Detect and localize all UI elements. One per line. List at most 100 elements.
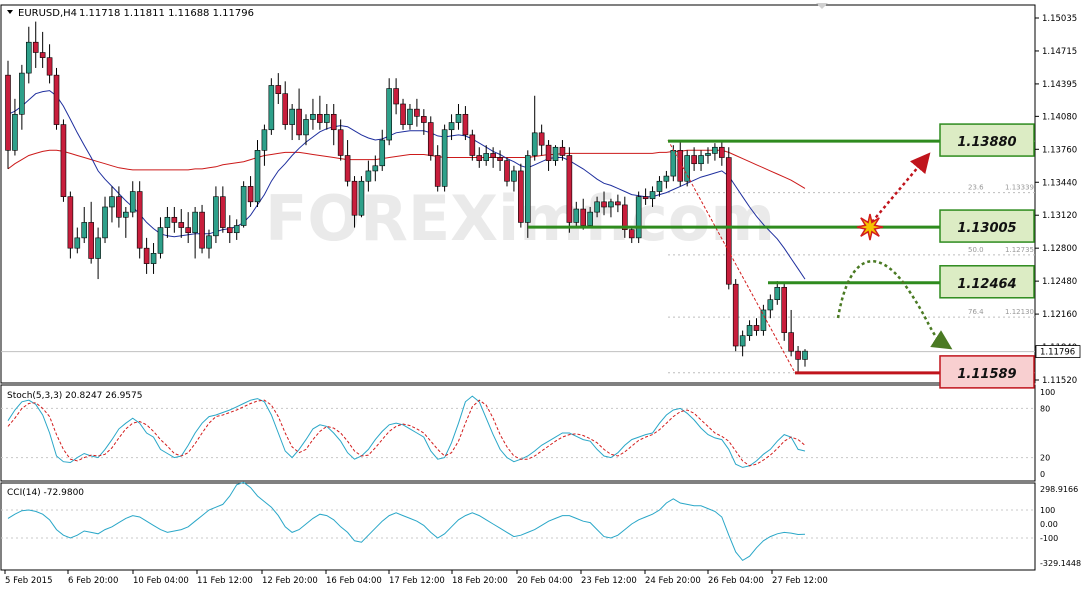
cci-line	[1, 481, 1035, 562]
candle-body	[303, 119, 309, 136]
time-axis-label: 12 Feb 20:00	[262, 576, 318, 586]
level-box	[939, 123, 1035, 157]
candle-body	[414, 108, 420, 117]
price-axis-label: 1.13440	[1042, 178, 1077, 188]
one-click-trading-triangle-icon[interactable]	[816, 3, 828, 9]
candle-body	[434, 155, 441, 187]
cci-line	[7, 481, 806, 562]
candle-body	[421, 116, 427, 123]
bullish-breakout-arrow	[871, 152, 931, 223]
candle-body	[192, 211, 198, 234]
candle-body	[67, 196, 74, 249]
stoch-axis-label: 0	[1040, 470, 1045, 479]
level-price-label: 1.11589	[957, 367, 1016, 382]
candle-body	[788, 332, 794, 352]
candle-body	[802, 350, 808, 360]
chart-menu-triangle-icon[interactable]	[7, 10, 13, 14]
candle-body	[386, 88, 392, 141]
candle-body	[497, 157, 503, 161]
candle-body	[53, 74, 60, 125]
candle-body	[774, 287, 781, 300]
candle-body	[524, 155, 531, 223]
candle-body	[275, 85, 282, 94]
candle-body	[39, 52, 46, 58]
candle-body	[226, 227, 233, 234]
candle-body	[74, 237, 81, 249]
time-axis-label: 6 Feb 20:00	[68, 576, 118, 586]
bearish-projection-arrow	[836, 260, 953, 350]
candle-body	[81, 222, 88, 239]
price-axis-label: 1.12480	[1042, 277, 1077, 287]
level-price-label: 1.13880	[957, 135, 1016, 150]
candle-body	[178, 222, 185, 228]
candle-body	[393, 88, 399, 105]
candle-body	[5, 74, 11, 151]
time-axis-label: 17 Feb 12:00	[389, 576, 445, 586]
candle-body	[781, 287, 788, 333]
stoch-axis-label: 20	[1040, 454, 1050, 463]
candle-body	[739, 335, 746, 347]
candle-body	[12, 113, 18, 151]
current-price-tag	[1035, 345, 1081, 358]
candle-body	[580, 208, 587, 226]
candle-body	[400, 103, 406, 125]
candle-body	[60, 124, 67, 197]
candle-body	[310, 113, 316, 120]
candle-body	[254, 150, 261, 203]
level-price-label: 1.12464	[957, 277, 1016, 292]
cci-axis-label: -100	[1040, 534, 1058, 543]
candle-body	[19, 72, 25, 115]
time-axis-label: 10 Feb 04:00	[133, 576, 189, 586]
main-price-panel[interactable]	[0, 4, 1036, 384]
candle-body	[504, 160, 510, 182]
candle-body	[732, 283, 739, 347]
candle-body	[760, 309, 767, 331]
candle-body	[476, 155, 483, 161]
time-axis-label: 24 Feb 20:00	[645, 576, 701, 586]
candle-body	[628, 229, 635, 239]
fib-level-label: 76.4	[968, 308, 984, 316]
stoch-axis-label: 100	[1040, 388, 1055, 397]
fib-level-label: 50.0	[968, 246, 984, 254]
time-axis-label: 26 Feb 04:00	[708, 576, 764, 586]
ohlc-readout: 1.11718 1.11811 1.11688 1.11796	[79, 8, 254, 19]
stoch-main-line	[7, 395, 806, 468]
candle-body	[296, 108, 302, 136]
candle-body	[663, 175, 670, 182]
cci-axis-label: -329.1448	[1040, 559, 1081, 568]
candle-body	[448, 122, 455, 131]
candle-body	[670, 150, 677, 177]
candle-body	[282, 93, 289, 125]
candle-body	[164, 216, 171, 228]
time-axis-label: 11 Feb 12:00	[197, 576, 253, 586]
candle-body	[233, 225, 240, 234]
time-axis-label: 23 Feb 12:00	[581, 576, 637, 586]
candle-body	[691, 155, 697, 165]
candle-body	[344, 155, 351, 182]
grid-and-fib-lines: 23.6 1.13339 50.0 1.12735 76.4 1.12130	[1, 140, 1035, 374]
cci-axis-label: 100	[1040, 506, 1055, 515]
candle-body	[317, 113, 323, 123]
price-axis-label: 1.13760	[1042, 145, 1077, 155]
candle-body	[199, 211, 205, 249]
price-axis-label: 1.12800	[1042, 244, 1077, 254]
price-axis-label: 1.14395	[1042, 80, 1077, 90]
cci-panel[interactable]	[0, 482, 1036, 571]
candle-body	[712, 146, 718, 154]
candle-body	[608, 201, 614, 208]
breakout-explosion-icon	[856, 213, 884, 241]
candle-body	[129, 191, 136, 213]
level-box	[939, 209, 1035, 243]
stochastic-panel[interactable]	[0, 384, 1036, 482]
candle-body	[351, 180, 358, 216]
price-axis-label: 1.14080	[1042, 112, 1077, 122]
candlestick-series	[5, 21, 808, 372]
candle-body	[552, 146, 559, 161]
drawn-objects: 1.13880 1.13005 1.12464 1.11589	[528, 123, 1035, 389]
candle-body	[642, 196, 649, 200]
price-axis-label: 1.14715	[1042, 47, 1077, 57]
time-axis-label: 5 Feb 2015	[5, 576, 53, 586]
stochastic-title: Stoch(5,3,3) 20.8247 26.9575	[7, 391, 142, 401]
